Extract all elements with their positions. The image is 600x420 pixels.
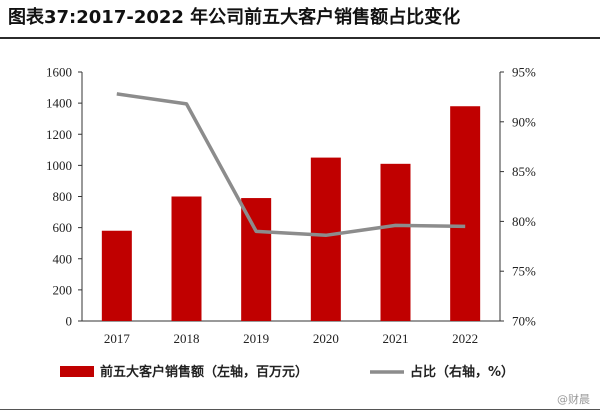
x-tick-label: 2019	[243, 331, 269, 346]
bar-series	[101, 106, 481, 321]
bar-2020	[310, 157, 341, 321]
bar-2022	[450, 106, 481, 321]
x-tick-label: 2017	[104, 331, 131, 346]
right-tick-label: 70%	[512, 314, 536, 329]
x-tick-label: 2022	[452, 331, 478, 346]
left-tick-label: 0	[66, 314, 73, 329]
legend-bar-label: 前五大客户销售额（左轴，百万元）	[100, 364, 308, 380]
left-tick-label: 1000	[46, 158, 72, 173]
chart-title: 图表37:2017-2022 年公司前五大客户销售额占比变化	[8, 7, 461, 28]
right-tick-label: 85%	[512, 164, 536, 179]
legend: 前五大客户销售额（左轴，百万元） 占比（右轴，%）	[60, 364, 514, 380]
x-tick-labels: 2017 2018 2019 2020 2021 2022	[104, 331, 478, 346]
right-tick-label: 75%	[512, 264, 536, 279]
legend-line-label: 占比（右轴，%）	[410, 364, 514, 380]
x-tick-label: 2018	[174, 331, 200, 346]
line-series	[116, 92, 466, 238]
right-tick-label: 95%	[512, 65, 536, 80]
legend-bar-swatch	[60, 366, 94, 377]
left-tick-label: 1600	[46, 65, 72, 80]
x-tick-label: 2021	[383, 331, 409, 346]
bar-2017	[101, 230, 132, 321]
bar-2018	[171, 196, 202, 321]
line-share	[116, 92, 466, 238]
x-tick-label: 2020	[313, 331, 339, 346]
right-tick-label: 90%	[512, 114, 536, 129]
left-tick-label: 400	[53, 251, 73, 266]
bar-2019	[241, 198, 272, 321]
left-tick-label: 800	[53, 189, 73, 204]
left-tick-label: 600	[53, 220, 73, 235]
left-tick-label: 1400	[46, 96, 72, 111]
left-tick-label: 200	[53, 282, 73, 297]
title-divider	[0, 37, 600, 39]
bar-2021	[380, 163, 411, 321]
left-tick-label: 1200	[46, 127, 72, 142]
axes: 0 200 400 600 800 1000 1200 1400 1600 70% 75% 80% 85…	[46, 65, 536, 329]
bottom-divider	[0, 409, 600, 410]
right-tick-label: 80%	[512, 214, 536, 229]
watermark: @财晨	[557, 392, 590, 406]
